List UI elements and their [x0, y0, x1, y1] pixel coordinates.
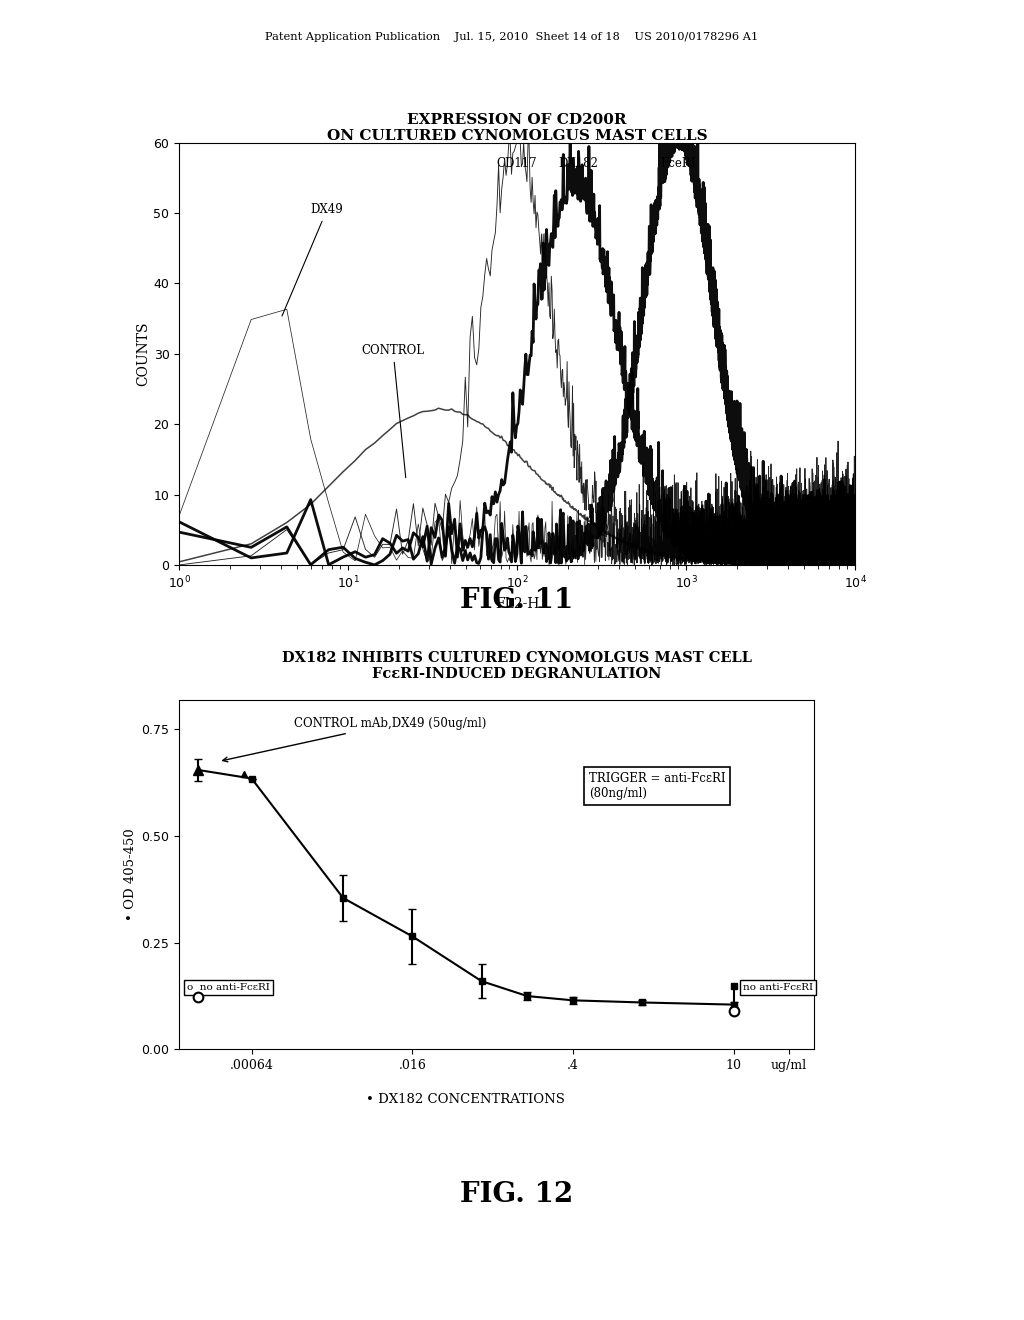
Text: CONTROL mAb,DX49 (50ug/ml): CONTROL mAb,DX49 (50ug/ml): [223, 717, 486, 762]
Text: CONTROL: CONTROL: [361, 343, 425, 478]
Text: FIG. 12: FIG. 12: [461, 1181, 573, 1208]
Text: EXPRESSION OF CD200R: EXPRESSION OF CD200R: [408, 112, 627, 127]
Text: CD117: CD117: [497, 157, 538, 170]
X-axis label: FL2-H: FL2-H: [495, 597, 540, 611]
Y-axis label: • OD 405-450: • OD 405-450: [124, 828, 137, 921]
Text: FIG. 11: FIG. 11: [461, 587, 573, 614]
Text: FcεRI-INDUCED DEGRANULATION: FcεRI-INDUCED DEGRANULATION: [373, 667, 662, 681]
Text: Patent Application Publication    Jul. 15, 2010  Sheet 14 of 18    US 2010/01782: Patent Application Publication Jul. 15, …: [265, 32, 759, 42]
Y-axis label: COUNTS: COUNTS: [136, 322, 151, 385]
Text: DX182: DX182: [558, 157, 598, 170]
Text: o  no anti-FcεRI: o no anti-FcεRI: [187, 983, 269, 993]
Text: FceRI: FceRI: [660, 157, 696, 170]
Text: ON CULTURED CYNOMOLGUS MAST CELLS: ON CULTURED CYNOMOLGUS MAST CELLS: [327, 128, 708, 143]
Text: • DX182 CONCENTRATIONS: • DX182 CONCENTRATIONS: [367, 1093, 565, 1106]
Text: TRIGGER = anti-FcεRI
(80ng/ml): TRIGGER = anti-FcεRI (80ng/ml): [589, 772, 726, 800]
Text: DX182 INHIBITS CULTURED CYNOMOLGUS MAST CELL: DX182 INHIBITS CULTURED CYNOMOLGUS MAST …: [283, 651, 752, 665]
Text: DX49: DX49: [282, 203, 343, 315]
Text: no anti-FcεRI: no anti-FcεRI: [742, 983, 813, 993]
